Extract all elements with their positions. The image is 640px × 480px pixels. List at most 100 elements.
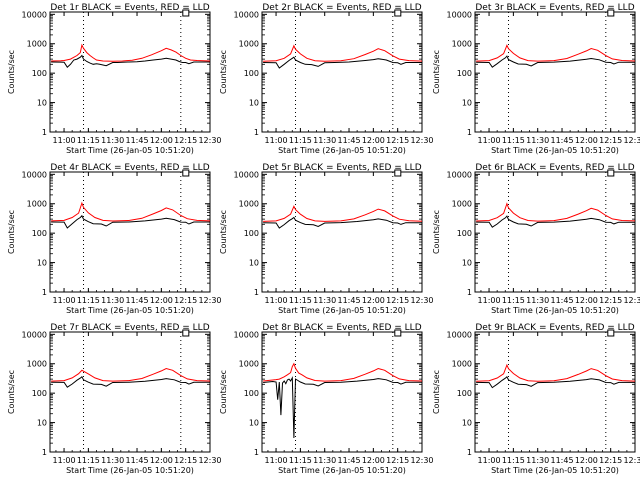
marker-square	[182, 329, 190, 337]
y-axis-label: Counts/sec	[432, 50, 441, 94]
marker-square	[394, 329, 402, 337]
x-tick-label: 11:45	[550, 136, 573, 145]
y-tick-label: 10000	[234, 170, 259, 179]
series-line-lld	[476, 363, 636, 382]
y-tick-label: 10	[462, 419, 472, 428]
chart-panel-5: Det 5r BLACK = Events, RED = LLD 1 10 100 10…	[219, 163, 434, 315]
y-tick-label: 1000	[27, 200, 47, 209]
x-tick-label: 11:15	[289, 296, 312, 305]
y-tick-label: 1	[467, 128, 472, 137]
y-axis-label: Counts/sec	[219, 370, 228, 414]
series-line-events	[476, 215, 635, 228]
x-axis-label: Start Time (26-Jan-05 10:51:20)	[66, 466, 194, 475]
series-line-lld	[476, 202, 636, 222]
x-tick-label: 12:00	[362, 136, 385, 145]
x-tick-label: 11:15	[77, 456, 100, 465]
chart-panel-4: Det 4r BLACK = Events, RED = LLD 1 10 100 10…	[7, 163, 222, 315]
x-tick-label: 11:30	[313, 456, 336, 465]
plot-frame	[474, 11, 636, 133]
y-tick-label: 100	[32, 69, 47, 78]
series-line-lld	[263, 205, 423, 222]
x-tick-label: 12:00	[150, 296, 173, 305]
panel-title: Det 8r BLACK = Events, RED = LLD	[262, 323, 421, 333]
x-tick-label: 11:15	[289, 136, 312, 145]
chart-panel-2: Det 2r BLACK = Events, RED = LLD 1 10 100 10…	[219, 3, 434, 155]
series-line-events	[263, 216, 422, 229]
x-tick-label: 11:00	[53, 136, 76, 145]
x-tick-label: 11:00	[53, 296, 76, 305]
x-tick-label: 11:00	[478, 456, 501, 465]
x-tick-label: 12:00	[575, 296, 598, 305]
y-tick-label: 10000	[22, 330, 47, 339]
x-tick-label: 11:30	[526, 456, 549, 465]
panel-title: Det 1r BLACK = Events, RED = LLD	[50, 3, 209, 13]
y-tick-label: 1000	[239, 200, 259, 209]
y-axis-label: Counts/sec	[7, 50, 16, 94]
x-tick-label: 12:15	[599, 456, 622, 465]
x-tick-label: 11:30	[101, 456, 124, 465]
series-line-lld	[263, 44, 423, 62]
x-tick-label: 12:30	[623, 456, 640, 465]
x-tick-label: 11:00	[265, 456, 288, 465]
y-tick-label: 100	[32, 229, 47, 238]
y-tick-label: 10000	[447, 10, 472, 19]
series-line-events	[51, 376, 210, 388]
y-tick-label: 1	[42, 448, 47, 457]
x-tick-label: 11:15	[502, 136, 525, 145]
y-tick-label: 10000	[447, 170, 472, 179]
panel-title: Det 4r BLACK = Events, RED = LLD	[50, 163, 209, 173]
x-tick-label: 12:15	[174, 296, 197, 305]
x-tick-label: 12:15	[599, 296, 622, 305]
x-tick-label: 12:15	[386, 456, 409, 465]
y-axis-label: Counts/sec	[432, 370, 441, 414]
chart-panel-8: Det 8r BLACK = Events, RED = LLD 1 10 100 10…	[219, 323, 434, 475]
x-tick-label: 11:45	[125, 296, 148, 305]
plot-frame	[474, 171, 636, 293]
x-tick-label: 11:15	[502, 456, 525, 465]
x-tick-label: 11:30	[526, 296, 549, 305]
marker-square	[607, 9, 615, 17]
x-tick-label: 12:00	[150, 136, 173, 145]
series-line-lld	[51, 201, 211, 222]
x-tick-label: 11:30	[526, 136, 549, 145]
x-tick-label: 11:45	[125, 456, 148, 465]
y-tick-label: 100	[457, 389, 472, 398]
panel-title: Det 9r BLACK = Events, RED = LLD	[475, 323, 634, 333]
chart-panel-6: Det 6r BLACK = Events, RED = LLD 1 10 100 10…	[432, 163, 640, 315]
x-axis-label: Start Time (26-Jan-05 10:51:20)	[278, 146, 406, 155]
x-tick-label: 12:15	[386, 296, 409, 305]
x-tick-label: 12:00	[575, 456, 598, 465]
marker-square	[607, 329, 615, 337]
y-tick-label: 100	[244, 229, 259, 238]
x-axis-label: Start Time (26-Jan-05 10:51:20)	[66, 146, 194, 155]
y-tick-label: 1	[254, 128, 259, 137]
series-line-events	[263, 376, 422, 439]
x-tick-label: 12:30	[198, 136, 221, 145]
chart-panel-3: Det 3r BLACK = Events, RED = LLD 1 10 100 10…	[432, 3, 640, 155]
plot-frame	[49, 331, 211, 453]
x-tick-label: 12:00	[362, 296, 385, 305]
series-line-lld	[51, 43, 211, 62]
y-tick-label: 1000	[239, 40, 259, 49]
x-tick-label: 12:30	[623, 136, 640, 145]
marker-square	[182, 9, 190, 17]
panel-title: Det 2r BLACK = Events, RED = LLD	[262, 3, 421, 13]
y-tick-label: 1	[467, 288, 472, 297]
y-axis-label: Counts/sec	[7, 370, 16, 414]
y-tick-label: 10	[249, 419, 259, 428]
x-tick-label: 12:15	[174, 136, 197, 145]
y-tick-label: 10	[37, 419, 47, 428]
x-tick-label: 12:30	[410, 296, 433, 305]
y-tick-label: 100	[457, 69, 472, 78]
y-tick-label: 10000	[234, 10, 259, 19]
plot-frame	[474, 331, 636, 453]
x-axis-label: Start Time (26-Jan-05 10:51:20)	[278, 466, 406, 475]
marker-square	[607, 169, 615, 177]
x-tick-label: 11:00	[53, 456, 76, 465]
marker-square	[394, 169, 402, 177]
x-tick-label: 12:15	[599, 136, 622, 145]
chart-panel-9: Det 9r BLACK = Events, RED = LLD 1 10 100 10…	[432, 323, 640, 475]
panel-title: Det 6r BLACK = Events, RED = LLD	[475, 163, 634, 173]
y-tick-label: 10	[37, 99, 47, 108]
